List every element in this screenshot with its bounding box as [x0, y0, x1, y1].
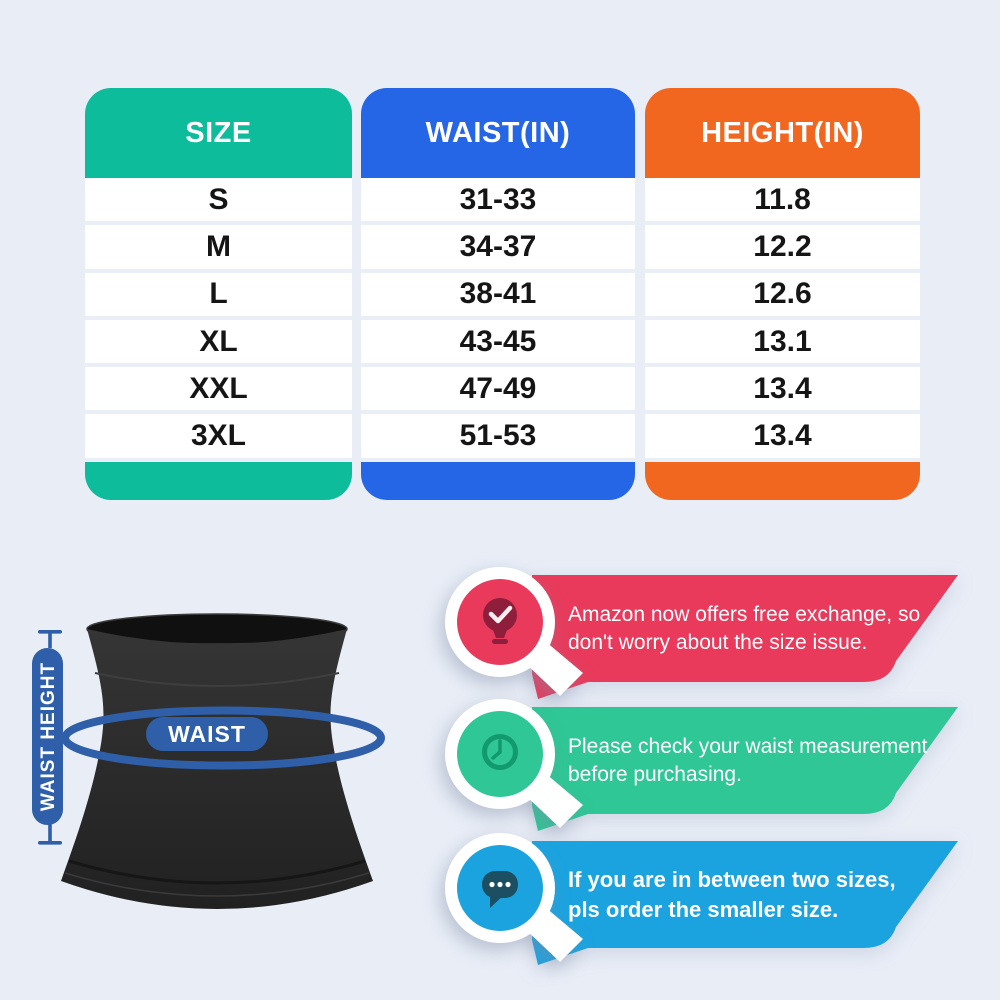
- garment-top-seam: [94, 672, 340, 687]
- chat-bubble-icon: [482, 871, 518, 908]
- waist-trainer-illustration: WAIST WAIST HEIGHT: [32, 613, 385, 909]
- table-cell: 34-37: [361, 225, 635, 273]
- column-footer-strip: [645, 461, 920, 500]
- waist-label: WAIST: [168, 721, 246, 747]
- column-header-waist: WAIST(IN): [361, 88, 635, 178]
- callout-free-exchange: Amazon now offers free exchange, so don'…: [440, 562, 985, 712]
- callout-between-sizes: If you are in between two sizes, pls ord…: [440, 828, 985, 978]
- table-cell: S: [85, 178, 352, 226]
- table-cell: 13.4: [645, 367, 920, 415]
- callout-text: Amazon now offers free exchange, so don'…: [568, 602, 921, 654]
- magnifier-badge: [445, 567, 583, 696]
- waist-label-pill: [146, 717, 268, 751]
- waist-height-pill: [32, 648, 63, 825]
- measurement-marks: [32, 630, 268, 845]
- callout-banner: [532, 575, 958, 699]
- callout-check-measurement: Please check your waist measurement befo…: [440, 694, 985, 844]
- table-cell: 13.1: [645, 319, 920, 368]
- measure-bottom-stem: [48, 824, 52, 842]
- column-header-size: SIZE: [85, 88, 352, 178]
- table-cell: XXL: [85, 367, 352, 415]
- table-cell: 31-33: [361, 178, 635, 226]
- lightbulb-check-icon: [483, 598, 517, 644]
- callout-text: If you are in between two sizes, pls ord…: [568, 867, 896, 922]
- measure-bottom-cap: [38, 841, 62, 845]
- table-cell: 38-41: [361, 272, 635, 320]
- column-footer-strip: [85, 461, 352, 500]
- column-header-height: HEIGHT(IN): [645, 88, 920, 178]
- measure-top-stem: [48, 632, 52, 648]
- table-cell: 12.6: [645, 272, 920, 320]
- column-footer-strip: [361, 461, 635, 500]
- measure-top-cap: [38, 630, 62, 634]
- table-cell: 51-53: [361, 414, 635, 462]
- waist-measure-ring: [61, 706, 385, 770]
- table-cell: 47-49: [361, 367, 635, 415]
- callout-banner: [532, 841, 958, 965]
- garment-hem-line: [64, 872, 370, 897]
- table-cell: 12.2: [645, 225, 920, 273]
- table-cell: XL: [85, 319, 352, 368]
- table-column-height: HEIGHT(IN) 11.8 12.2 12.6 13.1 13.4 13.4: [645, 88, 920, 500]
- table-cell: L: [85, 272, 352, 320]
- table-cell: 13.4: [645, 414, 920, 462]
- garment-bottom-seam: [68, 859, 366, 885]
- magnifier-badge: [445, 699, 583, 828]
- table-cell: M: [85, 225, 352, 273]
- table-cell: 11.8: [645, 178, 920, 226]
- magnifier-badge: [445, 833, 583, 962]
- clock-icon: [482, 734, 518, 770]
- callout-text: Please check your waist measurement befo…: [568, 734, 928, 786]
- table-cell: 43-45: [361, 319, 635, 368]
- waist-height-label: WAIST HEIGHT: [38, 662, 59, 811]
- table-column-size: SIZE S M L XL XXL 3XL: [85, 88, 352, 500]
- callout-banner: [532, 707, 958, 831]
- table-cell: 3XL: [85, 414, 352, 462]
- table-column-waist: WAIST(IN) 31-33 34-37 38-41 43-45 47-49 …: [361, 88, 635, 500]
